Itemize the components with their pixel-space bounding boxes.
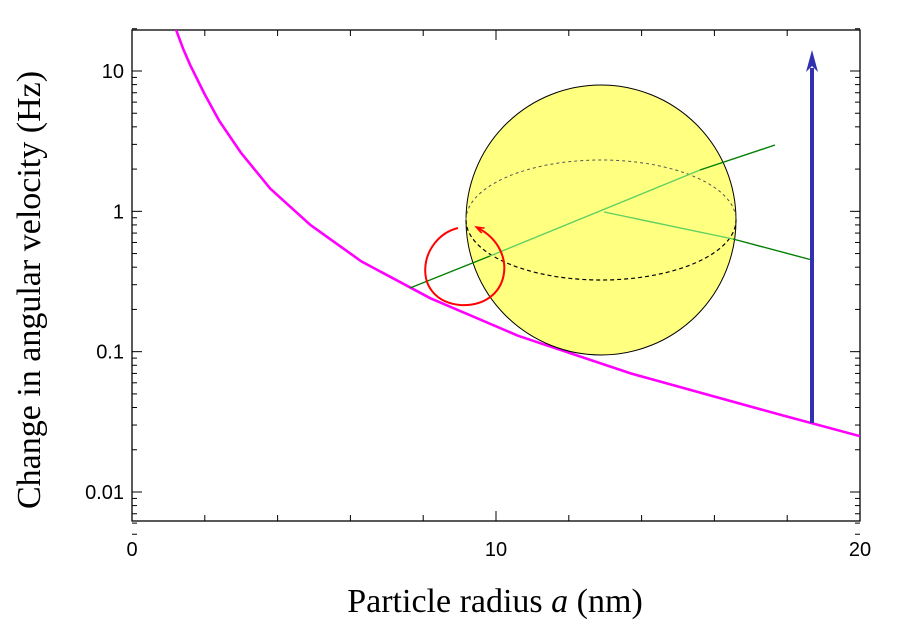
x-axis-unit: (nm) [577, 583, 643, 620]
data-series [174, 30, 860, 438]
x-axis-label: Particle radius [347, 583, 542, 620]
y-tick-label: 0.1 [96, 342, 124, 364]
y-axis-title: Change in angular velocity (Hz) [11, 71, 48, 509]
sphere [465, 84, 737, 356]
series-line-0 [174, 30, 860, 438]
rotation-arrow-icon [424, 228, 506, 307]
x-axis-variable: a [551, 583, 568, 620]
rotation-axis-inside [489, 169, 701, 257]
x-axis-ticks: 0 10 20 [126, 30, 871, 561]
x-tick-label: 20 [849, 539, 871, 561]
x-axis-title: Particle radius a (nm) [347, 583, 643, 620]
radius-line-outer [732, 238, 813, 261]
x-tick-label: 0 [126, 539, 137, 561]
equator-back [465, 159, 737, 221]
velocity-vector-arrowhead-icon [806, 50, 818, 72]
rotating-sphere-illustration [409, 50, 818, 423]
y-tick-label: 0.01 [85, 482, 124, 504]
svg-text:Particle radius: Particle radius a (nm) [347, 583, 643, 620]
y-tick-label: 1 [113, 201, 124, 223]
y-tick-label: 10 [102, 61, 124, 83]
rotation-axis-lower [409, 255, 491, 289]
x-tick-label: 10 [485, 539, 507, 561]
y-axis-ticks: 0.01 0.1 1 10 [85, 28, 860, 535]
radius-line-inside [603, 211, 734, 240]
rotation-axis-upper [699, 144, 776, 171]
